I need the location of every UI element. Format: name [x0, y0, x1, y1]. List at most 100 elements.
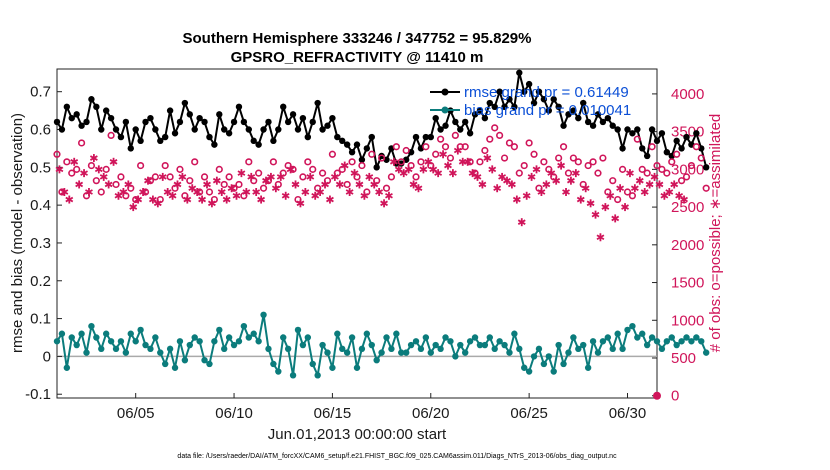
bias-point [417, 345, 425, 353]
bias-point [683, 334, 690, 341]
possible-obs-point [77, 139, 86, 147]
legend: rmse grand pr = 0.61449 bias grand pr = … [430, 84, 631, 119]
possible-obs-point [68, 169, 76, 177]
rmse-point [550, 96, 557, 103]
rmse-point [127, 145, 134, 152]
y-right-tick-label: 4000 [671, 86, 704, 103]
possible-obs-point [422, 143, 430, 151]
y-tick-label: 0.5 [30, 159, 51, 176]
bias-point [580, 341, 587, 349]
bias-point [299, 341, 307, 349]
y-right-tick-label: 0 [671, 388, 679, 405]
possible-obs-point [255, 169, 263, 177]
rmse-point [363, 145, 371, 152]
bias-point [407, 341, 415, 349]
assimilated-obs-point [183, 195, 192, 204]
rmse-point [73, 111, 80, 118]
y-tick-label: 0.6 [30, 122, 51, 139]
possible-obs-point [618, 165, 627, 173]
bias-point [176, 338, 184, 345]
assimilated-obs-point [321, 180, 329, 189]
assimilated-obs-point [458, 157, 467, 166]
bias-point [265, 345, 272, 353]
assimilated-obs-point [158, 172, 167, 181]
possible-obs-point [368, 150, 376, 158]
rmse-point [442, 122, 449, 129]
x-axis-label: Jun.01,2013 00:00:00 start [268, 426, 447, 443]
possible-obs-point [609, 177, 617, 185]
y-right-tick-label: 2500 [671, 199, 704, 216]
bias-point [304, 334, 312, 341]
possible-obs-point [623, 188, 632, 196]
rmse-point [589, 122, 597, 129]
possible-obs-point [343, 180, 351, 189]
bias-point [137, 326, 144, 334]
bias-point [329, 364, 336, 371]
possible-obs-point [692, 143, 700, 151]
possible-obs-point [417, 158, 425, 166]
rmse-point [147, 114, 154, 122]
assimilated-obs-point [616, 184, 625, 193]
bias-point [201, 356, 208, 364]
rmse-point [343, 141, 351, 148]
rmse-point [117, 133, 125, 141]
possible-obs-point [446, 154, 455, 162]
assimilated-obs-point [439, 150, 447, 159]
assimilated-obs-point [419, 165, 428, 174]
assimilated-obs-point [80, 169, 88, 178]
rmse-point [58, 126, 66, 133]
bias-line [56, 314, 708, 379]
assimilated-obs-point [237, 169, 246, 178]
rmse-point [624, 126, 631, 133]
rmse-point [506, 96, 513, 103]
bias-point [521, 364, 528, 371]
rmse-point [575, 114, 582, 122]
assimilated-obs-point [621, 203, 629, 212]
assimilated-obs-point [680, 195, 688, 204]
rmse-point [639, 145, 646, 152]
bias-point [245, 334, 253, 341]
bias-point [186, 341, 193, 349]
assimilated-obs-point [124, 180, 133, 189]
rmse-point [525, 80, 533, 88]
rmse-point [648, 126, 656, 133]
assimilated-obs-point [473, 172, 482, 181]
possible-obs-point [358, 161, 366, 170]
rmse-point [619, 145, 626, 152]
assimilated-obs-point [242, 187, 251, 196]
rmse-point [216, 111, 223, 118]
possible-obs-point [299, 173, 307, 181]
rmse-point [412, 133, 420, 141]
possible-obs-point [633, 135, 641, 143]
bias-point [93, 334, 100, 341]
bias-point [206, 360, 213, 368]
bias-point [604, 334, 612, 341]
possible-obs-point [392, 143, 400, 151]
bias-point [643, 341, 651, 349]
rmse-point [98, 126, 105, 133]
possible-obs-point [510, 143, 518, 151]
rmse-point [191, 126, 198, 133]
rmse-point [678, 145, 685, 152]
rmse-point [132, 126, 139, 133]
rmse-point [486, 99, 493, 107]
rmse-point [334, 133, 341, 141]
bias-point [157, 349, 164, 356]
possible-obs-point [682, 173, 691, 181]
assimilated-obs-point [562, 187, 570, 196]
bias-point [427, 349, 434, 356]
possible-obs-point [73, 165, 81, 173]
bias-point [584, 364, 592, 371]
possible-obs-point [309, 165, 317, 173]
assimilated-obs-point [70, 157, 79, 166]
possible-obs-point [205, 188, 214, 196]
rmse-point [471, 111, 479, 118]
assimilated-obs-point [153, 199, 162, 208]
rmse-point [250, 137, 257, 145]
rmse-point [201, 118, 208, 126]
bias-point [693, 334, 700, 341]
possible-obs-point [176, 165, 184, 173]
assimilated-obs-point [601, 203, 610, 212]
assimilated-obs-point [291, 180, 300, 189]
